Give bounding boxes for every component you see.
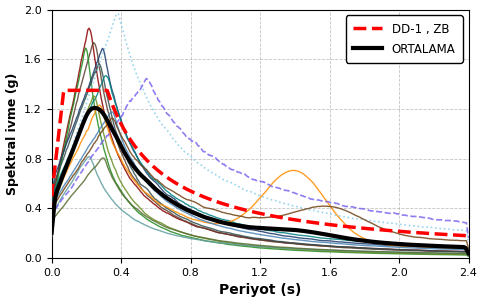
ORTALAMA (92, 106, 98, 110)
ORTALAMA (363, 239, 369, 243)
DD-1 , ZB (466, 234, 471, 238)
DD-1 , ZB (238, 207, 244, 211)
ORTALAMA (238, 224, 244, 228)
ORTALAMA (295, 228, 301, 232)
DD-1 , ZB (61, 88, 67, 92)
DD-1 , ZB (123, 131, 129, 135)
ORTALAMA (123, 153, 129, 157)
ORTALAMA (328, 234, 334, 237)
Y-axis label: Spektral ivme (g): Spektral ivme (g) (6, 73, 18, 195)
DD-1 , ZB (363, 227, 369, 230)
DD-1 , ZB (295, 218, 301, 222)
Line: ORTALAMA: ORTALAMA (52, 108, 469, 253)
ORTALAMA (156, 191, 162, 194)
Line: DD-1 , ZB: DD-1 , ZB (52, 90, 469, 236)
X-axis label: Periyot (s): Periyot (s) (219, 283, 301, 298)
ORTALAMA (49, 231, 55, 235)
DD-1 , ZB (328, 223, 334, 227)
Legend: DD-1 , ZB, ORTALAMA: DD-1 , ZB, ORTALAMA (346, 15, 463, 63)
DD-1 , ZB (49, 231, 55, 235)
DD-1 , ZB (156, 170, 162, 174)
ORTALAMA (466, 251, 471, 255)
